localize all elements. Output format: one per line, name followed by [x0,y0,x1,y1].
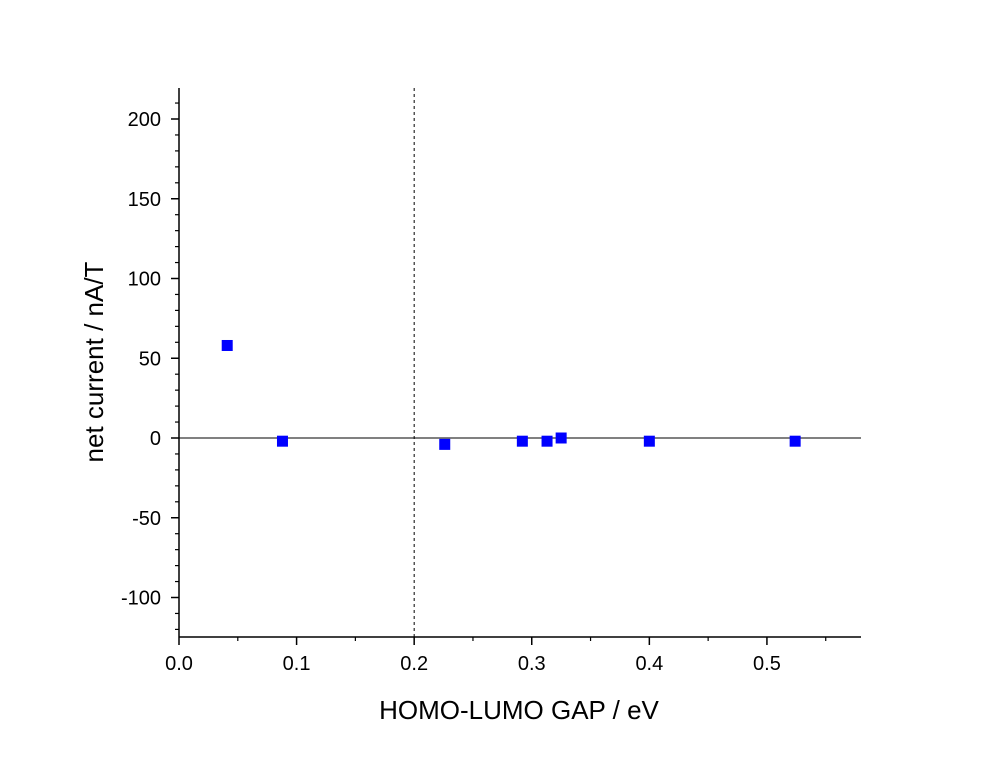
data-point [643,435,655,447]
y-tick-label: -50 [132,508,161,530]
y-tick-label: 0 [150,428,161,450]
x-tick-label: 0.4 [635,653,663,675]
x-tick-label: 0.1 [283,653,311,675]
y-tick-label: 100 [128,269,161,291]
data-point [516,435,528,447]
x-tick-label: 0.5 [753,653,781,675]
y-tick-label: 150 [128,189,161,211]
x-tick-label: 0.2 [400,653,428,675]
data-point [541,435,553,447]
data-point [555,432,567,444]
data-point [276,435,288,447]
data-point [439,438,451,450]
x-tick-label: 0.0 [165,653,193,675]
plot-area: 0.0 0.1 0.2 0.3 0.4 0.5 -100 -50 0 50 100 150 200 [121,88,861,675]
y-tick-label: 50 [139,348,161,370]
y-axis-label: net current / nA/T [79,261,109,462]
x-axis-label: HOMO-LUMO GAP / eV [379,695,659,725]
y-tick-label: 200 [128,109,161,131]
x-tick-label: 0.3 [518,653,546,675]
data-point [789,435,801,447]
data-point [221,339,233,351]
y-tick-label: -100 [121,588,161,610]
